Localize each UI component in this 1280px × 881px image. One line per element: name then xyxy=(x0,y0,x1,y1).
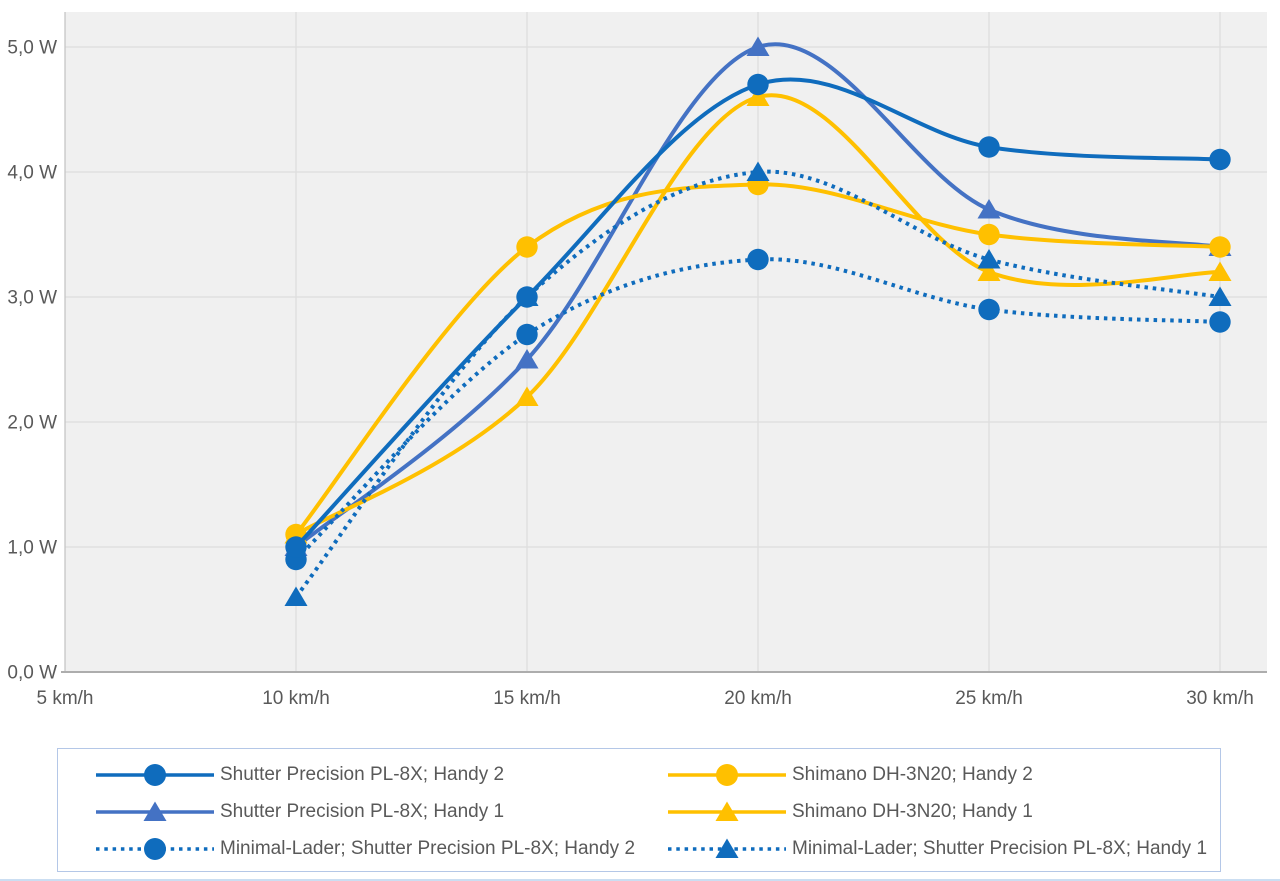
legend-marker-triangle xyxy=(715,838,739,858)
data-point-circle xyxy=(516,236,538,258)
legend-swatch-dotted-blue-circle xyxy=(96,837,214,860)
data-point-triangle xyxy=(746,161,770,181)
legend-swatch-solid-purple-triangle xyxy=(96,801,214,821)
data-point-triangle xyxy=(977,199,1001,219)
legend-marker-circle xyxy=(716,763,738,786)
series-line xyxy=(294,182,1221,536)
data-point-circle xyxy=(747,248,769,271)
series-line xyxy=(294,169,1221,599)
legend-column-left: Shutter Precision PL-8X; Handy 2 Shutter… xyxy=(96,756,635,867)
legend-label: Shimano DH-3N20; Handy 2 xyxy=(792,764,1033,785)
legend-label: Minimal-Lader; Shutter Precision PL-8X; … xyxy=(220,838,636,859)
data-point-triangle xyxy=(515,386,539,406)
data-point-triangle xyxy=(746,86,770,106)
data-point-circle xyxy=(516,323,538,346)
data-point-triangle xyxy=(1208,286,1232,306)
y-tick-label: 2,0 W xyxy=(7,413,57,434)
x-tick-label: 25 km/h xyxy=(955,688,1023,709)
legend-label: Shimano DH-3N20; Handy 1 xyxy=(792,801,1033,822)
legend-swatch-solid-blue-circle xyxy=(96,763,214,786)
data-point-triangle xyxy=(977,249,1001,269)
legend-swatch-solid-yellow-circle xyxy=(668,763,786,786)
legend-item-shutter-precision-handy1[interactable]: Shutter Precision PL-8X; Handy 1 xyxy=(96,793,635,830)
series-5 xyxy=(284,161,1232,606)
x-tick-label: 20 km/h xyxy=(724,688,792,709)
data-point-circle xyxy=(978,298,1000,321)
x-tick-label: 10 km/h xyxy=(262,688,330,709)
data-point-circle xyxy=(1209,311,1231,333)
legend-marker-circle xyxy=(144,837,166,860)
y-tick-label: 3,0 W xyxy=(7,288,57,309)
y-tick-label: 5,0 W xyxy=(7,38,57,59)
series-line xyxy=(294,42,1221,549)
legend-item-shimano-handy1[interactable]: Shimano DH-3N20; Handy 1 xyxy=(668,793,1207,830)
line-chart-canvas[interactable]: 0,0 W 1,0 W 2,0 W 3,0 W 4,0 W 5,0 W 5 km/h 10 k… xyxy=(0,0,1280,730)
legend-marker-circle xyxy=(144,763,166,786)
data-point-triangle xyxy=(515,349,539,369)
x-tick-label: 5 km/h xyxy=(36,688,93,709)
legend-swatch-solid-yellow-triangle xyxy=(668,801,786,821)
data-point-circle xyxy=(1209,148,1231,171)
y-tick-label: 4,0 W xyxy=(7,163,57,184)
plot-area xyxy=(65,12,1267,672)
series-2 xyxy=(285,248,1231,571)
x-tick-label: 30 km/h xyxy=(1186,688,1254,709)
chart-legend: Shutter Precision PL-8X; Handy 2 Shutter… xyxy=(57,748,1221,872)
data-point-circle xyxy=(978,136,1000,158)
data-point-triangle xyxy=(1208,261,1232,281)
legend-marker-triangle xyxy=(143,801,167,821)
data-point-triangle xyxy=(284,586,308,606)
data-point-triangle xyxy=(977,261,1001,281)
x-tick-label: 15 km/h xyxy=(493,688,561,709)
legend-label: Minimal-Lader; Shutter Precision PL-8X; … xyxy=(792,838,1208,859)
data-point-circle xyxy=(285,536,307,558)
series-0 xyxy=(285,73,1231,558)
data-point-circle xyxy=(747,73,769,96)
series-line xyxy=(294,77,1221,549)
data-point-triangle xyxy=(746,36,770,56)
data-point-circle xyxy=(978,223,1000,246)
data-point-circle xyxy=(516,286,538,308)
data-point-circle xyxy=(1209,236,1231,258)
legend-item-minimal-lader-handy1[interactable]: Minimal-Lader; Shutter Precision PL-8X; … xyxy=(668,830,1207,867)
y-tick-label: 0,0 W xyxy=(7,663,57,684)
legend-marker-triangle xyxy=(715,801,739,821)
legend-item-shutter-precision-handy2[interactable]: Shutter Precision PL-8X; Handy 2 xyxy=(96,756,635,793)
legend-label: Shutter Precision PL-8X; Handy 1 xyxy=(220,801,505,822)
legend-column-right: Shimano DH-3N20; Handy 2 Shimano DH-3N20… xyxy=(668,756,1207,867)
window-bottom-border xyxy=(0,879,1280,881)
y-tick-label: 1,0 W xyxy=(7,538,57,559)
legend-item-shimano-handy2[interactable]: Shimano DH-3N20; Handy 2 xyxy=(668,756,1207,793)
legend-swatch-dotted-blue-triangle xyxy=(668,838,786,858)
legend-item-minimal-lader-handy2[interactable]: Minimal-Lader; Shutter Precision PL-8X; … xyxy=(96,830,635,867)
legend-label: Shutter Precision PL-8X; Handy 2 xyxy=(220,764,505,785)
